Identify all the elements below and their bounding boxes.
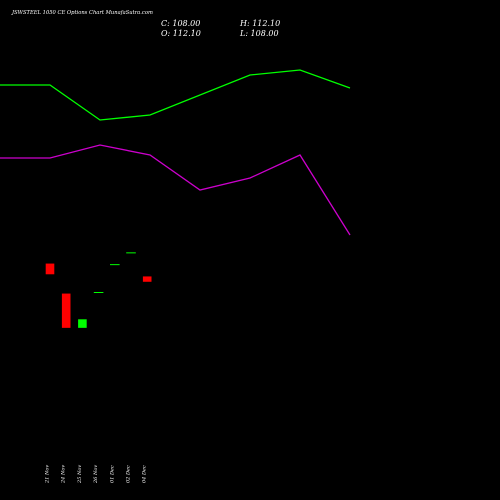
chart-title: JSWSTEEL 1050 CE Options Chart MunafaSut… xyxy=(11,10,153,16)
candle-24-nov xyxy=(61,293,71,328)
x-tick-label: 02 Dec xyxy=(126,465,132,483)
open-value: O: 112.10 xyxy=(161,29,201,38)
candle-21-nov xyxy=(45,263,55,275)
low-value: L: 108.00 xyxy=(239,29,279,38)
x-tick-label: 25 Nov xyxy=(77,465,83,484)
x-tick-label: 26 Nov xyxy=(93,465,99,484)
x-tick-label: 24 Nov xyxy=(61,465,67,484)
candles-group xyxy=(45,252,152,328)
high-value: H: 112.10 xyxy=(239,19,280,28)
x-tick-label: 01 Dec xyxy=(109,465,115,483)
upper-indicator-line xyxy=(0,69,351,121)
x-tick-label: 04 Dec xyxy=(142,465,148,483)
candle-25-nov xyxy=(78,319,87,328)
x-axis-ticks: 21 Nov 24 Nov 25 Nov 26 Nov 01 Dec 02 Dec 04 D… xyxy=(45,465,148,484)
x-tick-label: 21 Nov xyxy=(45,465,51,484)
close-value: C: 108.00 xyxy=(161,19,200,28)
candle-04-dec xyxy=(142,276,152,282)
lower-indicator-line xyxy=(0,144,351,236)
